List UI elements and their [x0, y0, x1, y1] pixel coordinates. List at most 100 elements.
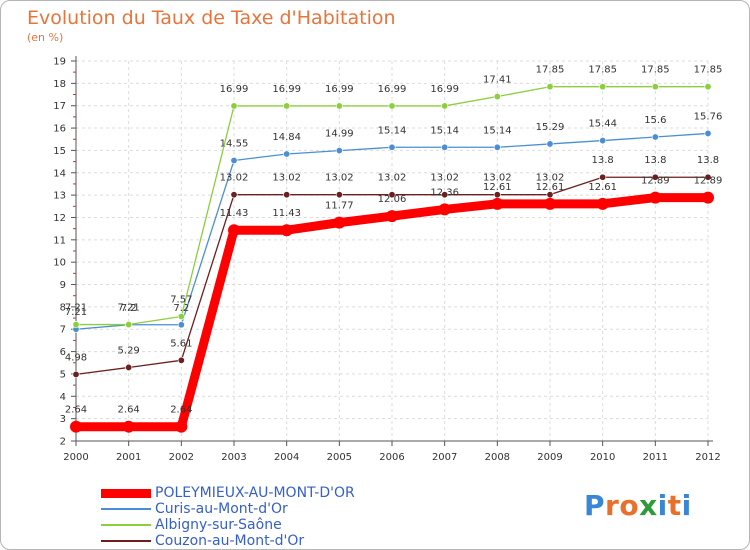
data-point — [493, 143, 501, 151]
data-point — [386, 210, 398, 223]
y-tick-label: 18 — [53, 79, 66, 90]
x-tick-label: 2000 — [63, 452, 88, 463]
y-tick-label: 14 — [53, 168, 66, 179]
legend-label: Curis-au-Mont-d'Or — [155, 501, 288, 517]
data-label: 13.02 — [272, 173, 301, 184]
x-tick-label: 2012 — [695, 452, 720, 463]
data-label: 17.85 — [694, 65, 723, 76]
y-tick-label: 11 — [53, 235, 66, 246]
data-point — [599, 137, 607, 145]
x-tick-label: 2010 — [590, 452, 615, 463]
data-label: 15.44 — [588, 119, 617, 130]
y-tick-label: 15 — [53, 146, 66, 157]
y-tick-label: 16 — [53, 124, 66, 135]
data-label: 12.06 — [378, 194, 407, 205]
data-point — [704, 83, 712, 91]
chart-subtitle: (en %) — [27, 31, 64, 44]
data-point — [283, 102, 291, 110]
x-tick-label: 2001 — [116, 452, 141, 463]
data-label: 16.99 — [325, 84, 354, 95]
legend-swatch — [101, 508, 151, 510]
data-label: 12.89 — [641, 176, 670, 187]
data-label: 13.02 — [536, 173, 565, 184]
logo-letter: P — [584, 489, 606, 522]
logo-letter: i — [657, 489, 668, 522]
y-tick-label: 8 — [60, 302, 66, 313]
data-point — [388, 143, 396, 151]
data-point — [72, 321, 80, 329]
data-label: 7.21 — [65, 307, 87, 318]
data-label: 11.43 — [220, 208, 249, 219]
logo-letter: o — [619, 489, 640, 522]
x-tick-label: 2003 — [221, 452, 246, 463]
data-point — [177, 321, 185, 329]
data-point — [544, 197, 556, 210]
data-point — [125, 321, 133, 329]
data-point — [335, 102, 343, 110]
data-label: 2.64 — [118, 405, 140, 416]
data-label: 17.85 — [536, 65, 565, 76]
y-tick-label: 12 — [53, 213, 66, 224]
x-tick-label: 2006 — [379, 452, 404, 463]
data-label: 7.57 — [170, 294, 192, 305]
data-label: 14.99 — [325, 129, 354, 140]
data-point — [493, 93, 501, 101]
data-point — [596, 197, 609, 210]
logo-letter: r — [605, 489, 620, 522]
data-label: 5.29 — [118, 345, 140, 356]
y-tick-label: 13 — [53, 191, 66, 202]
data-label: 7.2 — [121, 303, 137, 314]
y-tick-label: 3 — [60, 414, 66, 425]
data-point — [228, 224, 240, 237]
data-point — [651, 83, 659, 91]
data-label: 15.14 — [430, 125, 459, 136]
legend-label: POLEYMIEUX-AU-MONT-D'OR — [155, 485, 355, 501]
logo-letter: i — [681, 489, 692, 522]
data-label: 7.21 — [65, 303, 87, 314]
data-point — [651, 133, 659, 141]
legend-swatch — [101, 524, 151, 526]
data-point — [651, 173, 659, 181]
data-label: 13.8 — [592, 155, 614, 166]
plot-area — [76, 61, 708, 441]
data-label: 12.89 — [694, 176, 723, 187]
legend-swatch — [101, 489, 151, 498]
data-point — [546, 140, 554, 148]
x-tick-label: 2011 — [643, 452, 668, 463]
y-tick-label: 9 — [60, 280, 66, 291]
x-tick-label: 2004 — [274, 452, 299, 463]
y-tick-label: 4 — [60, 392, 66, 403]
data-label: 12.61 — [536, 182, 565, 193]
legend-swatch — [101, 540, 151, 542]
y-tick-label: 6 — [60, 347, 66, 358]
data-point — [546, 83, 554, 91]
data-point — [649, 191, 662, 204]
data-label: 11.43 — [272, 208, 301, 219]
data-point — [491, 197, 504, 210]
x-tick-label: 2008 — [485, 452, 510, 463]
data-point — [335, 147, 343, 155]
data-label: 15.14 — [378, 125, 407, 136]
data-point — [175, 420, 188, 433]
x-tick-label: 2002 — [169, 452, 194, 463]
data-label: 16.99 — [378, 84, 407, 95]
data-point — [702, 191, 714, 204]
data-point — [72, 370, 80, 378]
x-tick-label: 2009 — [537, 452, 562, 463]
data-label: 7.2 — [173, 303, 189, 314]
legend-label: Albigny-sur-Saône — [155, 517, 282, 533]
data-label: 14.84 — [272, 132, 301, 143]
data-point — [335, 191, 343, 199]
data-point — [177, 356, 185, 364]
data-point — [441, 191, 449, 199]
y-tick-label: 19 — [53, 57, 66, 68]
data-point — [230, 102, 238, 110]
data-label: 7.21 — [118, 303, 140, 314]
data-point — [438, 203, 451, 216]
data-point — [283, 150, 291, 158]
data-point — [177, 312, 185, 320]
data-label: 2.64 — [65, 405, 87, 416]
data-point — [125, 363, 133, 371]
